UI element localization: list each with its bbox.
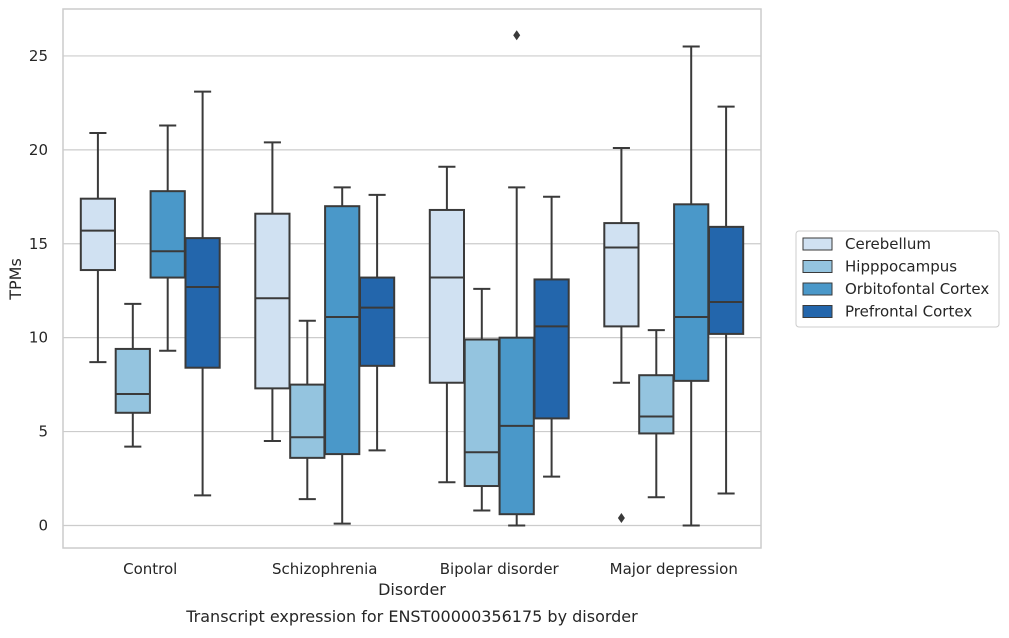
box-1-3 (358, 193, 396, 452)
iqr-box (254, 212, 291, 390)
iqr-box (603, 222, 640, 328)
iqr-box (114, 347, 151, 414)
x-axis-label: Disorder (378, 580, 446, 599)
x-tick-label: Schizophrenia (272, 560, 377, 578)
box-0-2 (149, 124, 186, 352)
axis-layer: 0 5 10 15 20 25 Control Schizophrenia Bipolar di… (29, 47, 738, 578)
iqr-box (707, 225, 745, 335)
box-3-0 (603, 146, 640, 523)
legend-label: Hipppocampus (845, 258, 957, 276)
legend-items: Cerebellum Hipppocampus Orbitofontal Corte… (802, 235, 989, 321)
box-3-1 (638, 329, 675, 499)
box-layer (79, 30, 745, 527)
legend-swatch (802, 260, 833, 273)
outlier-marker (617, 512, 625, 523)
y-tick-label: 10 (29, 329, 48, 347)
box-0-1 (114, 302, 151, 448)
legend-label: Orbitofontal Cortex (845, 280, 989, 298)
legend-label: Cerebellum (845, 235, 931, 253)
box-3-2 (673, 45, 710, 527)
iqr-box (79, 197, 117, 272)
box-2-1 (463, 287, 500, 512)
iqr-box (184, 237, 221, 369)
y-tick-label: 20 (29, 141, 48, 159)
legend-swatch (802, 237, 833, 251)
box-1-0 (254, 141, 291, 442)
plot-frame (62, 8, 762, 549)
iqr-box (533, 278, 570, 420)
box-0-0 (79, 131, 117, 364)
outlier-marker (513, 30, 521, 41)
box-2-3 (533, 195, 570, 478)
figure-caption: Transcript expression for ENST0000035617… (185, 607, 638, 626)
y-tick-label: 25 (29, 47, 48, 65)
box-2-0 (428, 165, 466, 484)
iqr-box (324, 205, 361, 456)
box-1-1 (289, 319, 326, 501)
iqr-box (673, 203, 710, 382)
box-2-2 (498, 30, 535, 527)
iqr-box (149, 190, 186, 279)
iqr-box (358, 276, 396, 367)
iqr-box (289, 383, 326, 459)
legend-label: Prefrontal Cortex (845, 303, 972, 321)
legend: Cerebellum Hipppocampus Orbitofontal Corte… (795, 230, 1000, 328)
iqr-box (638, 374, 675, 435)
y-axis-label: TPMs (6, 258, 25, 301)
x-tick-label: Bipolar disorder (440, 560, 560, 578)
iqr-box (428, 208, 466, 384)
iqr-box (463, 338, 500, 488)
box-0-3 (184, 90, 221, 497)
box-3-3 (707, 105, 745, 495)
legend-swatch (802, 282, 833, 296)
legend-frame (795, 230, 1000, 328)
y-tick-label: 0 (38, 516, 48, 534)
box-1-2 (324, 186, 361, 525)
x-tick-label: Control (123, 560, 177, 578)
y-tick-label: 5 (38, 423, 48, 441)
y-tick-label: 15 (29, 235, 48, 253)
legend-swatch (802, 305, 833, 318)
x-tick-label: Major depression (610, 560, 738, 578)
